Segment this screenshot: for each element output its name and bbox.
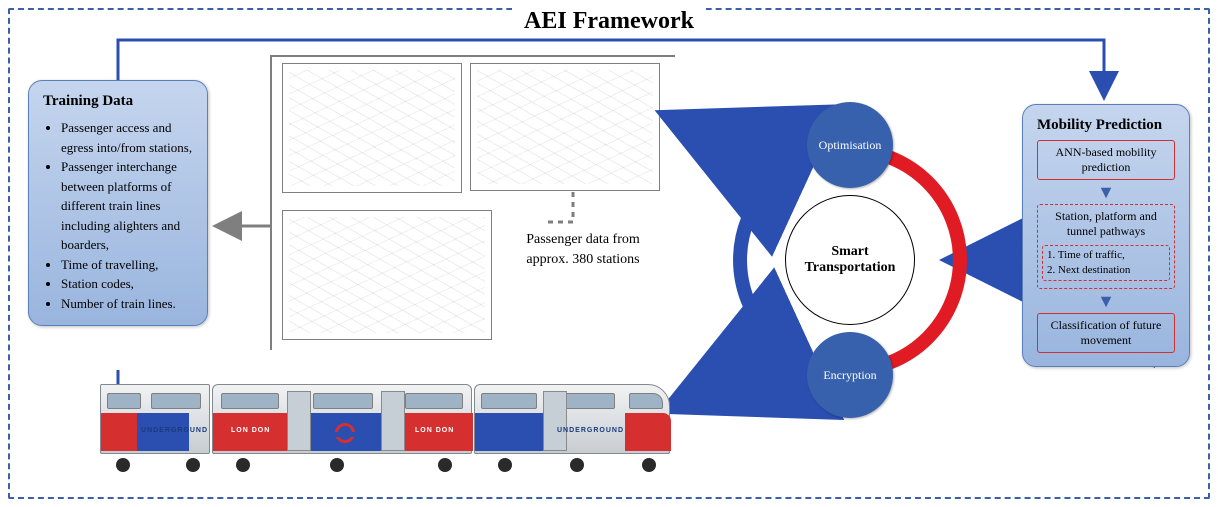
down-arrow-icon: ▼ <box>1037 183 1175 201</box>
schematics-caption: Passenger data from approx. 380 stations <box>508 230 658 269</box>
training-list: Passenger access and egress into/from st… <box>43 118 193 313</box>
framework-title: AEI Framework <box>512 8 706 35</box>
mobility-panel: Mobility Prediction ANN-based mobility p… <box>1022 104 1190 367</box>
mobility-sub-2: 2. Next destination <box>1047 263 1165 278</box>
roundel-icon <box>335 423 355 443</box>
train-text-london: LON DON <box>415 427 454 434</box>
training-data-panel: Training Data Passenger access and egres… <box>28 80 208 326</box>
training-item: Time of travelling, <box>61 255 193 275</box>
training-item: Number of train lines. <box>61 294 193 314</box>
training-item: Station codes, <box>61 274 193 294</box>
train-illustration: UNDERGROUND LON DON LON DON UNDERGROUND <box>100 380 670 472</box>
mobility-sub-box: 1. Time of traffic, 2. Next destination <box>1042 245 1170 281</box>
schematic-group-border <box>270 55 272 350</box>
schematic-group-border <box>270 55 675 57</box>
schematic-2 <box>470 63 660 191</box>
mobility-box-pathways: Station, platform and tunnel pathways 1.… <box>1037 204 1175 289</box>
mobility-pathways-text: Station, platform and tunnel pathways <box>1042 209 1170 242</box>
mobility-box-ann: ANN-based mobility prediction <box>1037 140 1175 180</box>
training-heading: Training Data <box>43 93 193 110</box>
train-text-london: LON DON <box>231 427 270 434</box>
mobility-box-classification: Classification of future movement <box>1037 313 1175 353</box>
schematic-1 <box>282 63 462 193</box>
cycle-node-optimisation: Optimisation <box>807 102 893 188</box>
mobility-sub-1: 1. Time of traffic, <box>1047 248 1165 263</box>
train-text-underground: UNDERGROUND <box>141 427 208 434</box>
cycle-node-encryption: Encryption <box>807 332 893 418</box>
down-arrow-icon: ▼ <box>1037 292 1175 310</box>
train-text-underground: UNDERGROUND <box>557 427 624 434</box>
training-item: Passenger interchange between platforms … <box>61 157 193 255</box>
training-item: Passenger access and egress into/from st… <box>61 118 193 157</box>
schematic-3 <box>282 210 492 340</box>
mobility-heading: Mobility Prediction <box>1037 117 1175 134</box>
cycle-center: Smart Transportation <box>785 195 915 325</box>
